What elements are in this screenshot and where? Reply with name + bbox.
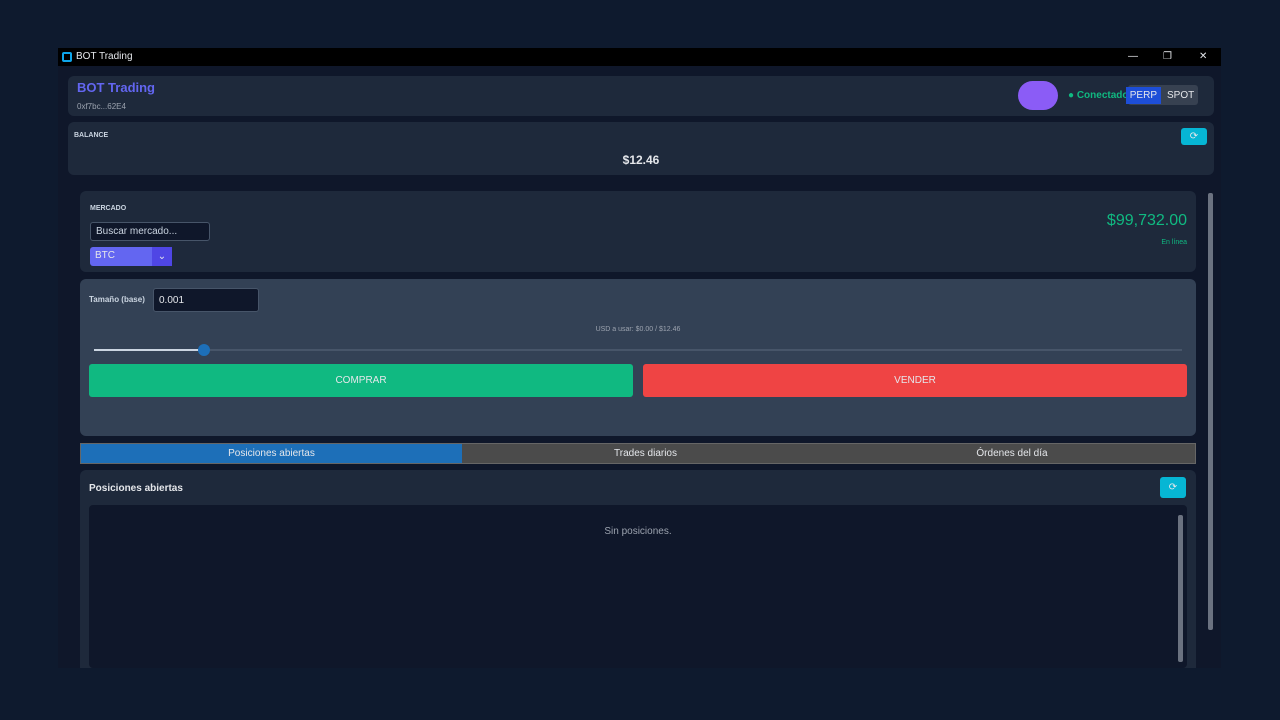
- refresh-button[interactable]: ⟳: [1181, 128, 1207, 145]
- balance-label: BALANCE: [74, 132, 109, 139]
- header: BOT Trading 0xf7bc...62E4 ● Conectado PE…: [68, 76, 1214, 116]
- tab[interactable]: Trades diarios: [614, 448, 677, 459]
- window-title: BOT Trading: [76, 51, 133, 62]
- slider-track: [94, 349, 1182, 351]
- maximize[interactable]: ❐: [1163, 51, 1172, 62]
- balance-card: BALANCE $12.46 ⟳: [68, 122, 1214, 175]
- market-label: MERCADO: [90, 205, 127, 212]
- buy-button[interactable]: COMPRAR: [89, 364, 633, 397]
- wallet-button[interactable]: [1018, 81, 1058, 110]
- positions-card: Posiciones abiertas ⟳ Sin posiciones.: [80, 470, 1196, 668]
- sell-button[interactable]: VENDER: [643, 364, 1187, 397]
- status: Conectado: [1076, 90, 1129, 101]
- tab[interactable]: Posiciones abiertas: [81, 444, 462, 463]
- empty-message: Sin posiciones.: [604, 526, 672, 537]
- mode-perp[interactable]: PERP: [1125, 86, 1161, 104]
- market-select[interactable]: BTC ⌄: [90, 247, 172, 266]
- titlebar: BOT Trading — ❐ ✕: [58, 48, 1221, 66]
- balance-value: $12.46: [622, 153, 660, 167]
- order-card: Tamaño (base) 0.001 USD a usar: $0.00 / …: [80, 279, 1196, 436]
- positions-list: Sin posiciones.: [89, 505, 1187, 668]
- market-search[interactable]: Buscar mercado...: [90, 222, 210, 241]
- mode-toggle: PERP SPOT: [1125, 85, 1198, 105]
- close[interactable]: ✕: [1199, 51, 1208, 62]
- market-card: MERCADO Buscar mercado... BTC ⌄ $99,732.0…: [80, 191, 1196, 272]
- usd-info: USD a usar: $0.00 / $12.46: [595, 326, 681, 333]
- size-label: Tamaño (base): [89, 295, 145, 304]
- positions-title: Posiciones abiertas: [89, 483, 183, 494]
- tab[interactable]: Órdenes del día: [976, 448, 1048, 459]
- scrollbar[interactable]: [1178, 515, 1183, 662]
- window: BOT Trading — ❐ ✕ BOT Trading 0xf7bc...6…: [58, 48, 1221, 668]
- size-input[interactable]: 0.001: [153, 288, 259, 312]
- app-title: BOT Trading: [77, 80, 155, 95]
- refresh-button[interactable]: ⟳: [1160, 477, 1186, 498]
- minimize[interactable]: —: [1128, 51, 1138, 62]
- price: $99,732.00: [1106, 212, 1187, 229]
- app-icon: [62, 52, 72, 62]
- market-selected: BTC: [95, 250, 115, 261]
- price-status: En línea: [1161, 239, 1187, 246]
- address: 0xf7bc...62E4: [77, 102, 126, 111]
- scrollbar[interactable]: [1208, 193, 1213, 630]
- tabs: Posiciones abiertas Trades diarios Órden…: [80, 443, 1196, 464]
- slider-thumb[interactable]: [198, 344, 210, 356]
- mode-spot[interactable]: SPOT: [1167, 89, 1195, 101]
